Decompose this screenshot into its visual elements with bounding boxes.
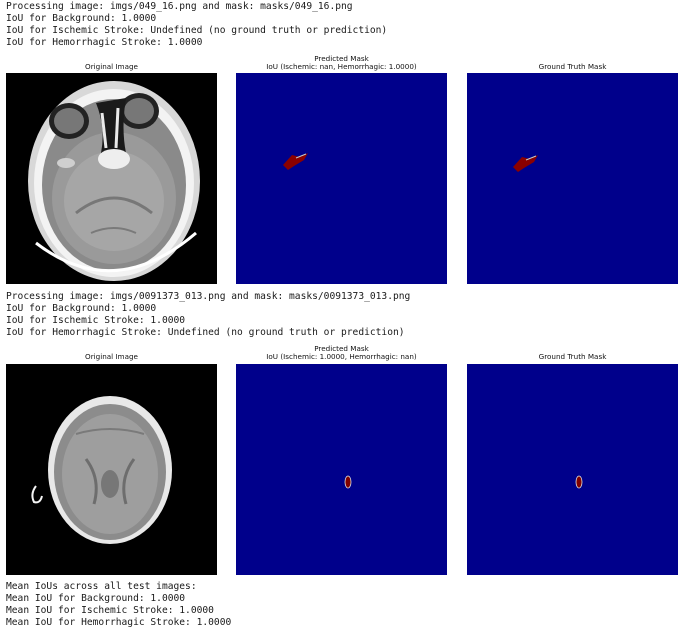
ct-scan-image: [6, 364, 217, 575]
summary-line: Mean IoU for Ischemic Stroke: 1.0000: [6, 605, 214, 616]
panel-title: Ground Truth Mask: [538, 352, 607, 361]
panel-title: Original Image: [85, 62, 138, 71]
figure-1: Original Image: [0, 62, 682, 286]
ground-truth-mask-svg: [467, 73, 678, 284]
ground-truth-mask-image: [467, 73, 678, 284]
predicted-mask-image: [236, 364, 447, 575]
predicted-mask-svg: [236, 73, 447, 284]
output-log-1: Processing image: imgs/049_16.png and ma…: [6, 1, 387, 49]
ground-truth-mask-panel: Ground Truth Mask: [467, 345, 678, 577]
panel-title: Original Image: [85, 352, 138, 361]
original-image-panel: Original Image: [6, 62, 217, 286]
log-line: Processing image: imgs/049_16.png and ma…: [6, 1, 353, 12]
ct-scan-svg: [6, 364, 217, 575]
panel-title-line1: Predicted Mask: [314, 344, 369, 353]
log-line: Processing image: imgs/0091373_013.png a…: [6, 291, 411, 302]
predicted-mask-panel: Predicted Mask IoU (Ischemic: 1.0000, He…: [236, 345, 447, 577]
predicted-mask-image: [236, 73, 447, 284]
log-line: IoU for Ischemic Stroke: Undefined (no g…: [6, 25, 388, 36]
ct-scan-image: [6, 73, 217, 284]
summary-line: Mean IoUs across all test images:: [6, 581, 197, 592]
log-line: IoU for Background: 1.0000: [6, 13, 157, 24]
log-line: IoU for Background: 1.0000: [6, 303, 157, 314]
panel-title-line2: IoU (Ischemic: 1.0000, Hemorrhagic: nan): [266, 352, 417, 361]
panel-title-line1: IoU (Ischemic: nan, Hemorrhagic: 1.0000): [266, 62, 417, 71]
ground-truth-mask-svg: [467, 364, 678, 575]
ground-truth-mask-image: [467, 364, 678, 575]
ground-truth-mask-panel: Ground Truth Mask: [467, 62, 678, 286]
summary-log: Mean IoUs across all test images: Mean I…: [6, 581, 231, 629]
log-line: IoU for Ischemic Stroke: 1.0000: [6, 315, 186, 326]
summary-line: Mean IoU for Hemorrhagic Stroke: 1.0000: [6, 617, 232, 628]
figure-2: Original Image Predicted Mask IoU (Ische…: [0, 345, 682, 577]
original-image-panel: Original Image: [6, 345, 217, 577]
summary-line: Mean IoU for Background: 1.0000: [6, 593, 186, 604]
predicted-mask-title-line1: Predicted Mask: [314, 54, 369, 63]
panel-title: Ground Truth Mask: [538, 62, 607, 71]
output-log-2: Processing image: imgs/0091373_013.png a…: [6, 291, 410, 339]
predicted-mask-panel: IoU (Ischemic: nan, Hemorrhagic: 1.0000): [236, 62, 447, 286]
log-line: IoU for Hemorrhagic Stroke: Undefined (n…: [6, 327, 405, 338]
ct-scan-svg: [6, 73, 217, 284]
log-line: IoU for Hemorrhagic Stroke: 1.0000: [6, 37, 203, 48]
predicted-mask-svg: [236, 364, 447, 575]
